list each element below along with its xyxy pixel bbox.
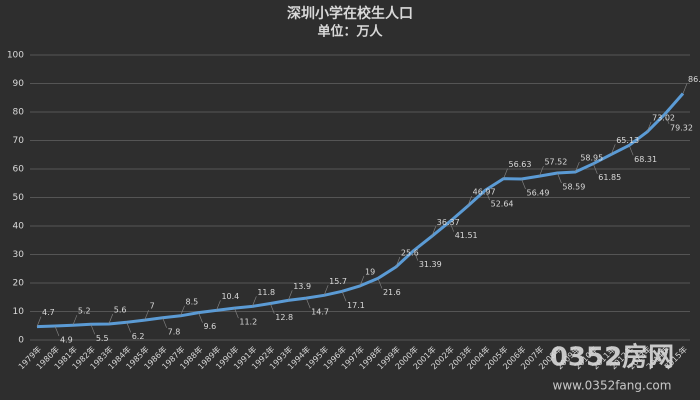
- data-label: 52.64: [491, 199, 514, 208]
- leader-line: [395, 256, 401, 268]
- data-label: 7: [150, 302, 155, 311]
- data-label: 61.85: [598, 173, 621, 182]
- data-label: 5.2: [78, 307, 91, 316]
- leader-line: [234, 307, 239, 319]
- leader-line: [646, 121, 652, 133]
- data-label: 12.8: [275, 313, 293, 322]
- leader-line: [682, 83, 688, 94]
- chart-title: 深圳小学在校生人口: [287, 5, 413, 22]
- y-tick-label: 0: [18, 336, 24, 346]
- y-tick-label: 100: [7, 51, 24, 61]
- data-label: 79.32: [670, 123, 693, 132]
- data-label: 5.5: [96, 334, 109, 343]
- leader-line: [431, 226, 437, 237]
- leader-line: [449, 221, 455, 232]
- leader-line: [521, 178, 526, 190]
- data-label: 9.6: [204, 322, 217, 331]
- leader-line: [287, 290, 293, 301]
- data-label: 25.6: [401, 249, 419, 258]
- chart-subtitle: 单位：万人: [317, 24, 383, 40]
- data-label: 13.9: [293, 282, 311, 291]
- leader-line: [664, 113, 670, 125]
- data-label: 86.48: [688, 75, 700, 84]
- leader-line: [592, 163, 598, 174]
- leader-line: [341, 291, 347, 302]
- data-label: 46.97: [473, 188, 496, 197]
- watermark-url: www.0352fang.com: [553, 379, 672, 393]
- leader-line: [198, 312, 203, 323]
- y-tick-label: 20: [13, 279, 25, 289]
- leader-line: [323, 285, 329, 296]
- data-label: 14.7: [311, 308, 329, 317]
- leader-line: [575, 161, 580, 173]
- leader-line: [216, 300, 221, 311]
- data-label: 15.7: [329, 277, 347, 286]
- y-tick-label: 80: [13, 108, 25, 118]
- leader-line: [413, 250, 419, 261]
- y-tick-label: 40: [13, 222, 25, 232]
- leader-line: [269, 303, 275, 314]
- data-label: 5.6: [114, 306, 127, 315]
- data-label: 4.9: [60, 336, 73, 345]
- line: [36, 92, 685, 329]
- data-label: 4.7: [42, 308, 55, 317]
- data-label: 58.95: [580, 153, 603, 162]
- y-tick-label: 60: [13, 165, 25, 175]
- data-label: 6.2: [132, 332, 145, 341]
- data-label: 65.13: [616, 136, 639, 145]
- leader-line: [162, 317, 167, 328]
- leader-line: [54, 325, 60, 337]
- data-label: 31.39: [419, 260, 442, 269]
- leader-line: [467, 196, 472, 207]
- leader-line: [377, 278, 383, 289]
- leader-line: [305, 297, 311, 309]
- leader-line: [144, 309, 149, 321]
- leader-line: [126, 322, 132, 333]
- data-label: 36.37: [437, 218, 460, 227]
- data-label: 11.2: [239, 318, 257, 327]
- data-label: 56.49: [527, 189, 550, 198]
- leader-line: [503, 168, 508, 179]
- y-tick-label: 70: [13, 136, 25, 146]
- data-label: 17.1: [347, 301, 365, 310]
- data-label: 56.63: [509, 160, 532, 169]
- leader-line: [485, 189, 490, 201]
- leader-line: [252, 296, 257, 307]
- leader-line: [90, 324, 96, 335]
- data-label: 73.02: [652, 113, 675, 122]
- data-label: 8.5: [186, 297, 199, 306]
- leader-line: [36, 316, 42, 327]
- data-label: 11.8: [257, 288, 275, 297]
- data-label: 21.6: [383, 288, 401, 297]
- y-tick-label: 50: [13, 193, 25, 203]
- leader-line: [359, 275, 365, 286]
- data-label: 41.51: [455, 231, 478, 240]
- watermark-logo: 0352房网: [550, 343, 674, 373]
- leader-line: [72, 315, 78, 326]
- leader-line: [180, 305, 185, 316]
- data-label: 19: [365, 267, 375, 276]
- y-tick-label: 30: [13, 250, 25, 260]
- leader-line: [539, 165, 544, 177]
- leader-line: [557, 172, 562, 184]
- leader-line: [610, 144, 616, 155]
- data-label: 7.8: [168, 327, 181, 336]
- y-tick-label: 90: [13, 79, 25, 89]
- leader-line: [108, 313, 114, 325]
- data-label: 68.31: [634, 155, 657, 164]
- data-label: 10.4: [221, 292, 239, 301]
- data-label: 57.52: [544, 158, 567, 167]
- leader-line: [628, 145, 634, 156]
- data-label: 58.59: [562, 183, 585, 192]
- y-tick-label: 10: [13, 307, 25, 317]
